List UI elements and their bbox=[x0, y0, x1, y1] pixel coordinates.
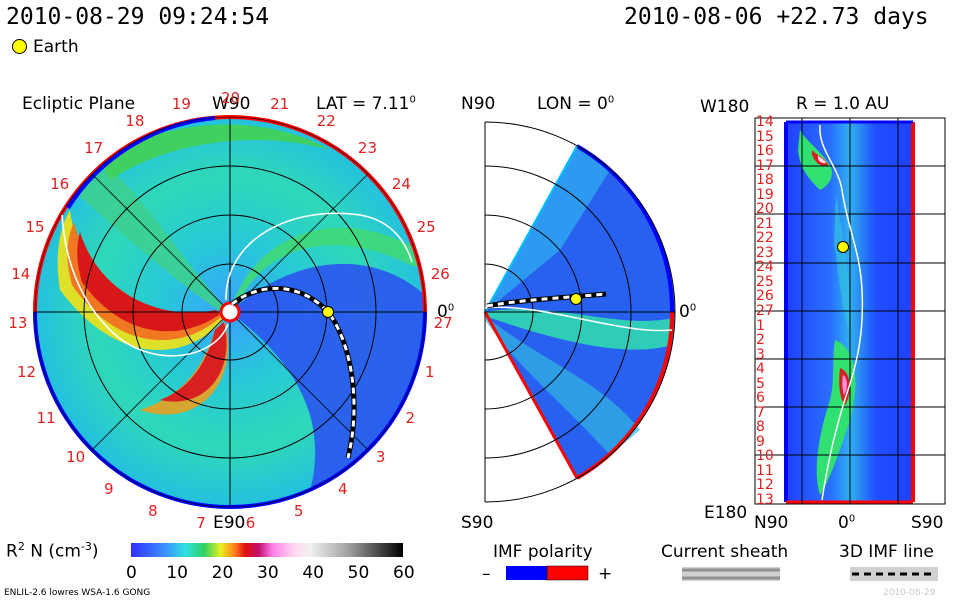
radial-title: R = 1.0 AU bbox=[796, 94, 890, 114]
radial-x-mid-label: 00 bbox=[838, 513, 856, 533]
colorbar-tick-label: 30 bbox=[257, 563, 279, 583]
radial-map bbox=[754, 117, 946, 505]
ecliptic-carrington-label: 12 bbox=[16, 363, 37, 382]
radial-carrington-label: 11 bbox=[756, 462, 774, 479]
colorbar-tick-label: 50 bbox=[347, 563, 370, 583]
ecliptic-carrington-label: 21 bbox=[270, 94, 290, 113]
radial-carrington-label: 17 bbox=[756, 157, 774, 174]
ecliptic-lat-label: LAT = 7.110 bbox=[316, 94, 416, 114]
radial-carrington-label: 23 bbox=[756, 244, 774, 261]
ecliptic-carrington-label: 24 bbox=[391, 174, 411, 193]
radial-carrington-label: 4 bbox=[756, 361, 765, 378]
colorbar-label: R2 N (cm-3) bbox=[6, 540, 99, 562]
ecliptic-carrington-label: 23 bbox=[357, 138, 377, 157]
radial-carrington-label: 14 bbox=[756, 114, 774, 130]
radial-carrington-label: 3 bbox=[756, 346, 765, 363]
radial-carrington-label: 27 bbox=[756, 303, 774, 319]
ecliptic-carrington-label: 26 bbox=[430, 265, 450, 283]
ecliptic-top-label: W90 bbox=[212, 94, 251, 114]
imf-polarity-label: IMF polarity bbox=[493, 542, 593, 562]
ecliptic-carrington-label: 1 bbox=[425, 363, 435, 382]
ecliptic-carrington-label: 13 bbox=[8, 314, 28, 333]
ecliptic-carrington-label: 5 bbox=[293, 502, 304, 521]
radial-carrington-label: 24 bbox=[756, 259, 774, 276]
ecliptic-carrington-label: 11 bbox=[36, 408, 56, 427]
ecliptic-carrington-label: 15 bbox=[25, 217, 45, 236]
radial-bottom-left-label: E180 bbox=[704, 503, 748, 523]
polarity-minus-label: – bbox=[482, 564, 491, 584]
ecliptic-carrington-label: 3 bbox=[375, 448, 386, 467]
radial-carrington-label: 18 bbox=[756, 172, 774, 189]
ecliptic-carrington-label: 19 bbox=[171, 94, 191, 113]
radial-carrington-label: 25 bbox=[756, 273, 774, 290]
ecliptic-carrington-label: 2 bbox=[405, 408, 415, 427]
ecliptic-carrington-label: 6 bbox=[245, 513, 256, 532]
watermark-date: 2010-08-29 bbox=[883, 588, 936, 598]
meridional-bottom-label: S90 bbox=[461, 513, 494, 533]
ecliptic-carrington-label: 7 bbox=[196, 513, 206, 532]
radial-carrington-label: 16 bbox=[756, 143, 774, 160]
ecliptic-carrington-label: 18 bbox=[125, 111, 145, 130]
colorbar bbox=[131, 543, 403, 557]
reference-time: 2010-08-06 +22.73 days bbox=[624, 4, 929, 30]
radial-carrington-label: 26 bbox=[756, 288, 774, 305]
earth-marker-ecliptic bbox=[322, 306, 334, 318]
ecliptic-carrington-label: 17 bbox=[84, 138, 104, 157]
meridional-top-label: N90 bbox=[461, 94, 496, 114]
ecliptic-carrington-label: 10 bbox=[66, 448, 86, 467]
radial-carrington-label: 8 bbox=[756, 419, 765, 436]
colorbar-tick-label: 10 bbox=[166, 563, 188, 583]
radial-carrington-label: 7 bbox=[756, 404, 765, 421]
model-credit: ENLIL-2.6 lowres WSA-1.6 GONG bbox=[4, 588, 151, 598]
ecliptic-carrington-label: 27 bbox=[433, 314, 453, 333]
radial-carrington-label: 12 bbox=[756, 477, 774, 494]
ecliptic-title: Ecliptic Plane bbox=[22, 94, 136, 114]
earth-marker-radial bbox=[837, 241, 849, 253]
ecliptic-carrington-label: 20 bbox=[221, 89, 241, 107]
radial-carrington-label: 13 bbox=[756, 492, 774, 508]
ecliptic-carrington-label: 8 bbox=[148, 502, 158, 521]
timestamp: 2010-08-29 09:24:54 bbox=[6, 4, 270, 30]
meridional-wedge bbox=[483, 121, 676, 503]
radial-carrington-label: 22 bbox=[756, 230, 774, 247]
radial-carrington-label: 10 bbox=[756, 448, 774, 465]
ecliptic-carrington-label: 9 bbox=[103, 479, 114, 498]
current-sheath-label: Current sheath bbox=[661, 542, 789, 562]
ecliptic-carrington-label: 4 bbox=[338, 479, 348, 498]
radial-carrington-label: 21 bbox=[756, 215, 774, 232]
colorbar-tick-label: 0 bbox=[126, 563, 137, 583]
radial-top-left-label: W180 bbox=[700, 97, 750, 117]
radial-x-left-label: N90 bbox=[754, 513, 789, 533]
meridional-right-label: 00 bbox=[679, 302, 697, 322]
radial-x-right-label: S90 bbox=[911, 513, 944, 533]
polarity-plus-label: + bbox=[598, 564, 613, 584]
ecliptic-right-label: 00 bbox=[437, 302, 455, 322]
radial-carrington-label: 20 bbox=[756, 201, 774, 218]
earth-legend-icon bbox=[12, 39, 27, 54]
polarity-positive-swatch bbox=[546, 565, 589, 581]
colorbar-tick-label: 20 bbox=[211, 563, 234, 583]
radial-carrington-label: 1 bbox=[756, 317, 765, 334]
earth-marker-meridional bbox=[570, 293, 582, 305]
colorbar-tick-label: 40 bbox=[302, 563, 324, 583]
polarity-negative-swatch bbox=[506, 566, 547, 580]
ecliptic-carrington-label: 14 bbox=[11, 265, 31, 283]
earth-legend-label: Earth bbox=[33, 37, 79, 57]
ecliptic-disk bbox=[33, 115, 427, 509]
imf-line-label: 3D IMF line bbox=[839, 542, 934, 562]
ecliptic-carrington-label: 25 bbox=[416, 217, 436, 236]
ecliptic-bottom-label: E90 bbox=[213, 513, 246, 533]
radial-carrington-label: 5 bbox=[756, 375, 765, 392]
ecliptic-carrington-label: 22 bbox=[316, 111, 336, 130]
radial-carrington-label: 6 bbox=[756, 390, 765, 407]
colorbar-tick-label: 60 bbox=[393, 563, 415, 583]
ecliptic-carrington-label: 16 bbox=[50, 174, 70, 193]
meridional-lon-label: LON = 00 bbox=[537, 94, 615, 114]
radial-carrington-label: 19 bbox=[756, 186, 774, 203]
radial-carrington-label: 2 bbox=[756, 332, 765, 349]
radial-carrington-label: 15 bbox=[756, 128, 774, 145]
radial-carrington-label: 9 bbox=[756, 433, 765, 450]
